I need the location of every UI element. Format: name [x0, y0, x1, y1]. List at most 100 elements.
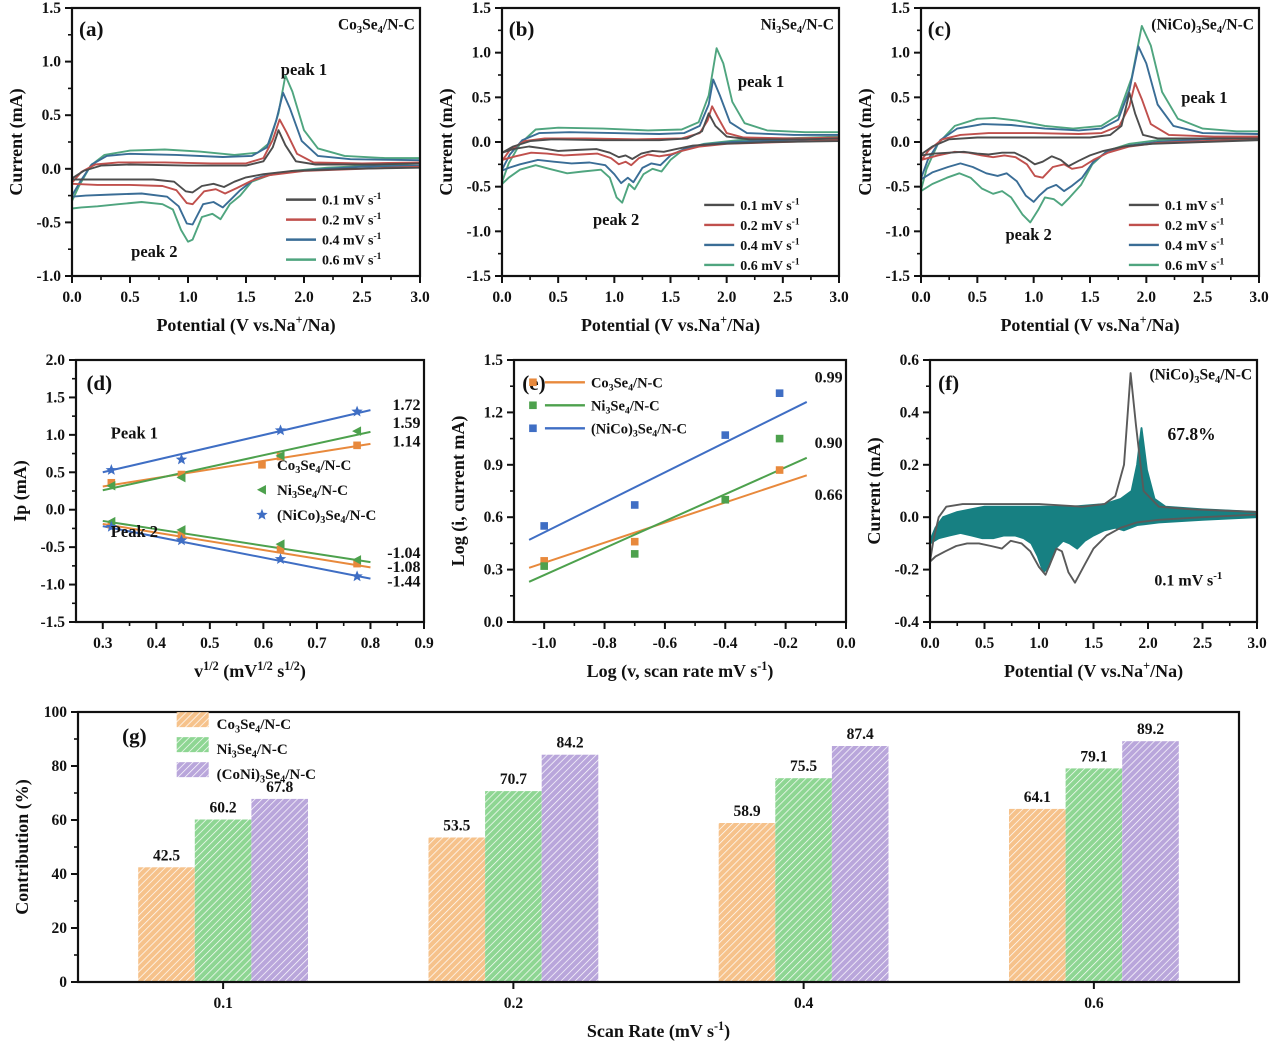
bar-value-label: 64.1	[1024, 789, 1051, 806]
cv-curve-0.6-mv-s-1	[921, 24, 1259, 224]
cv-curve-0.6-mv-s-1	[502, 47, 839, 204]
y-tick-label: 1.5	[891, 0, 911, 17]
legend-label: 0.1 mV s-1	[1165, 197, 1225, 214]
x-tick-label: 0.6	[254, 635, 274, 652]
legend-label: 0.6 mV s-1	[1165, 257, 1225, 274]
annotation--f-: (f)	[938, 371, 959, 395]
cv-curve-0.1-mv-s-1	[502, 112, 839, 160]
bar-value-label: 89.2	[1137, 721, 1164, 738]
y-tick-label: 0.5	[46, 464, 66, 481]
marker-star	[256, 508, 268, 520]
annotation-0.99: 0.99	[815, 369, 843, 386]
legend-label: Ni3Se4/N-C	[217, 742, 288, 760]
marker-square	[540, 557, 548, 565]
x-tick-label: -0.2	[773, 635, 798, 652]
axes: 0.1 0.2 0.4 0.6 0 20 40 60 80 100	[44, 704, 1241, 1012]
y-tick-label: 1.0	[891, 45, 911, 62]
legend-label: 0.6 mV s-1	[740, 257, 800, 274]
x-axis-label: Potential (V vs.Na+/Na)	[1004, 659, 1183, 682]
legend-label: 0.1 mV s-1	[740, 197, 800, 214]
marker-star	[351, 405, 363, 417]
marker-star	[274, 424, 287, 436]
x-axis-label: Potential (V vs.Na+/Na)	[581, 313, 760, 336]
annotation--g-: (g)	[122, 724, 147, 748]
bar-value-label: 58.9	[733, 803, 760, 820]
bar-ni3se4-n-c-0.4	[775, 778, 832, 982]
x-tick-label: 0.7	[307, 635, 327, 652]
series--nico-3se4-peak1	[105, 405, 363, 475]
bar-co3se4-n-c-0.1	[138, 867, 195, 983]
axes: 0.0 0.5 1.0 1.5 2.0 2.5 3.0 -0.4 -0.2 0.0 0.2 0.4 0.…	[894, 352, 1266, 652]
cv-curve-0.4-mv-s-1	[72, 91, 420, 226]
axes: 0.0 0.5 1.0 1.5 2.0 2.5 3.0 -1.0 -0.5 0.0 0.5 1.0 1.…	[36, 0, 429, 306]
panel-d-ip-vs-sqrt-v: 0.3 0.4 0.5 0.6 0.7 0.8 0.9 -1.5 -1.0 -0.5 0.0 0.5 1…	[0, 352, 440, 700]
cv-curve-0.1-mv-s-1	[72, 129, 420, 194]
bar-value-label: 79.1	[1080, 748, 1107, 765]
annotation--1.44: -1.44	[387, 574, 420, 591]
legend-label: (CoNi)3Se4/N-C	[217, 767, 316, 785]
cv-curve-capacitive-67.8-	[930, 427, 1257, 574]
annotation-1.59: 1.59	[393, 415, 421, 432]
x-tick-label: 1.5	[1080, 289, 1100, 306]
bar--coni-3se4-n-c-0.2	[541, 754, 599, 982]
y-tick-label: 100	[44, 704, 68, 721]
marker-square	[276, 545, 285, 554]
x-tick-label: 3.0	[829, 289, 849, 306]
plot-area	[72, 74, 420, 243]
marker-square	[630, 550, 639, 558]
x-tick-label: 2.0	[1138, 635, 1158, 652]
marker-star	[274, 553, 287, 564]
series-ni3se4	[540, 434, 784, 570]
y-tick-label: -0.5	[36, 214, 61, 231]
y-tick-label: 1.0	[46, 427, 66, 444]
legend: 0.1 mV s-1 0.2 mV s-1 0.4 mV s-1 0.6 mV s-1	[286, 192, 382, 269]
x-tick-label: -0.4	[713, 635, 738, 652]
legend-label: 0.4 mV s-1	[322, 232, 382, 249]
y-tick-label: 0.0	[472, 134, 492, 151]
y-tick-label: 0.0	[891, 134, 911, 151]
y-tick-label: 40	[52, 866, 68, 883]
y-axis-label: Ip (mA)	[10, 460, 31, 522]
chart-a: 0.0 0.5 1.0 1.5 2.0 2.5 3.0 -1.0 -0.5 0.0 0.5 1.0 1.…	[6, 0, 430, 336]
annotation-peak-2: peak 2	[593, 210, 639, 229]
bar-value-label: 84.2	[556, 735, 583, 752]
bar-series-co3se4-n-c: 42.5 53.5 58.9 64.1	[138, 789, 1066, 983]
marker-square	[630, 501, 639, 509]
legend-label: 0.2 mV s-1	[740, 217, 800, 234]
bar-value-label: 70.7	[500, 771, 527, 788]
x-tick-label: 0.0	[492, 289, 512, 306]
annotation--1.04: -1.04	[387, 545, 420, 562]
x-tick-label: 0.6	[1084, 995, 1104, 1012]
x-tick-label: 1.0	[178, 289, 198, 306]
plot-area	[502, 47, 839, 204]
legend: Co3Se4/N-C Ni3Se4/N-C (NiCo)3Se4/N-C	[529, 375, 687, 439]
marker-triangle-left	[176, 525, 186, 535]
marker-triangle-left	[275, 451, 285, 461]
y-tick-label: -1.0	[466, 223, 491, 240]
annotation--nico-3-se-4-n-c: (NiCo)3Se4/N-C	[1151, 16, 1254, 35]
marker-star	[105, 464, 118, 475]
fit-line-ni3se4-peak2	[102, 519, 371, 564]
legend-label: Co3Se4/N-C	[217, 717, 291, 735]
y-tick-label: -1.5	[40, 614, 65, 631]
annotation-peak-2: peak 2	[1006, 225, 1052, 244]
y-tick-label: 80	[52, 758, 68, 775]
marker-square	[529, 424, 537, 433]
y-tick-label: 60	[52, 812, 68, 829]
legend-label: 0.1 mV s-1	[322, 192, 382, 209]
bar-value-label: 60.2	[210, 800, 237, 817]
y-tick-label: 0.0	[484, 614, 504, 631]
axes: 0.0 0.5 1.0 1.5 2.0 2.5 3.0 -1.5 -1.0 -0.5 0.0 0.5 1…	[885, 0, 1268, 306]
y-tick-label: -1.5	[885, 268, 910, 285]
x-tick-label: 3.0	[1249, 289, 1269, 306]
panel-a-cv-co3se4: 0.0 0.5 1.0 1.5 2.0 2.5 3.0 -1.0 -0.5 0.0 0.5 1.0 1.…	[0, 0, 430, 352]
bar-ni3se4-n-c-0.6	[1065, 768, 1123, 982]
x-tick-label: 2.5	[1193, 289, 1213, 306]
marker-square	[353, 441, 361, 450]
marker-square	[107, 478, 116, 487]
bar-value-label: 42.5	[153, 847, 180, 864]
y-axis-label: Current (mA)	[6, 88, 27, 195]
cv-curve-0.1-mv-s-1	[921, 91, 1259, 168]
y-tick-label: 0.6	[484, 509, 504, 526]
